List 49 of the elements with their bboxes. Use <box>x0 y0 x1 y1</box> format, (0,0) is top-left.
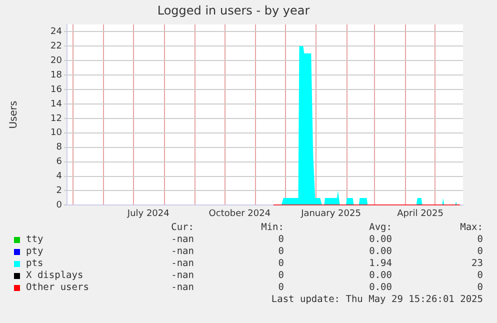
y-tick-label: 8 <box>56 142 62 153</box>
chart-title: Logged in users - by year <box>157 3 310 18</box>
y-axis-title: Users <box>8 100 20 129</box>
y-tick-label: 10 <box>50 128 62 138</box>
legend-label: pty <box>25 246 44 257</box>
legend-label: tty <box>25 234 44 245</box>
text: 0 <box>477 246 483 257</box>
y-tick-label: 20 <box>50 56 62 66</box>
x-tick-label: October 2024 <box>208 208 271 219</box>
text: -nan <box>171 246 194 257</box>
text: 0.00 <box>369 246 392 257</box>
text: 0.00 <box>369 282 392 293</box>
y-tick-label: 24 <box>50 26 62 37</box>
legend-label: pts <box>25 258 44 269</box>
y-tick-label: 12 <box>50 114 62 124</box>
y-tick-label: 6 <box>56 157 62 168</box>
y-tick-label: 16 <box>50 84 62 95</box>
x-tick-label: January 2025 <box>300 208 361 219</box>
text: Max: <box>460 222 483 233</box>
text: Min: <box>261 222 284 233</box>
text: -nan <box>171 282 194 293</box>
y-tick-label: 0 <box>56 200 62 211</box>
text: 0.00 <box>369 234 392 245</box>
text: 0 <box>477 282 483 293</box>
text: 0.00 <box>369 270 392 281</box>
text: 1.94 <box>369 258 392 269</box>
text: 0 <box>278 234 284 245</box>
text: 23 <box>472 258 483 269</box>
y-tick-label: 14 <box>50 99 62 110</box>
text: 0 <box>278 246 284 257</box>
text: Cur: <box>171 222 194 233</box>
text: -nan <box>171 270 194 281</box>
text: 0 <box>477 270 483 281</box>
x-tick-label: April 2025 <box>397 208 444 219</box>
y-tick-label: 18 <box>50 70 62 80</box>
legend-label: X displays <box>25 270 84 281</box>
legend-label: Other users <box>25 282 89 293</box>
text: 0 <box>278 258 284 269</box>
y-tick-label: 22 <box>50 41 62 52</box>
x-tick-label: July 2024 <box>126 208 170 219</box>
text: -nan <box>171 234 194 245</box>
y-tick-label: 4 <box>56 172 62 182</box>
text: 0 <box>278 270 284 281</box>
y-tick-label: 2 <box>56 186 62 196</box>
text: -nan <box>171 258 194 269</box>
text: 0 <box>278 282 284 293</box>
text: Last update: Thu May 29 15:26:01 2025 <box>271 294 483 305</box>
text: Avg: <box>369 222 392 233</box>
text: 0 <box>477 234 483 245</box>
